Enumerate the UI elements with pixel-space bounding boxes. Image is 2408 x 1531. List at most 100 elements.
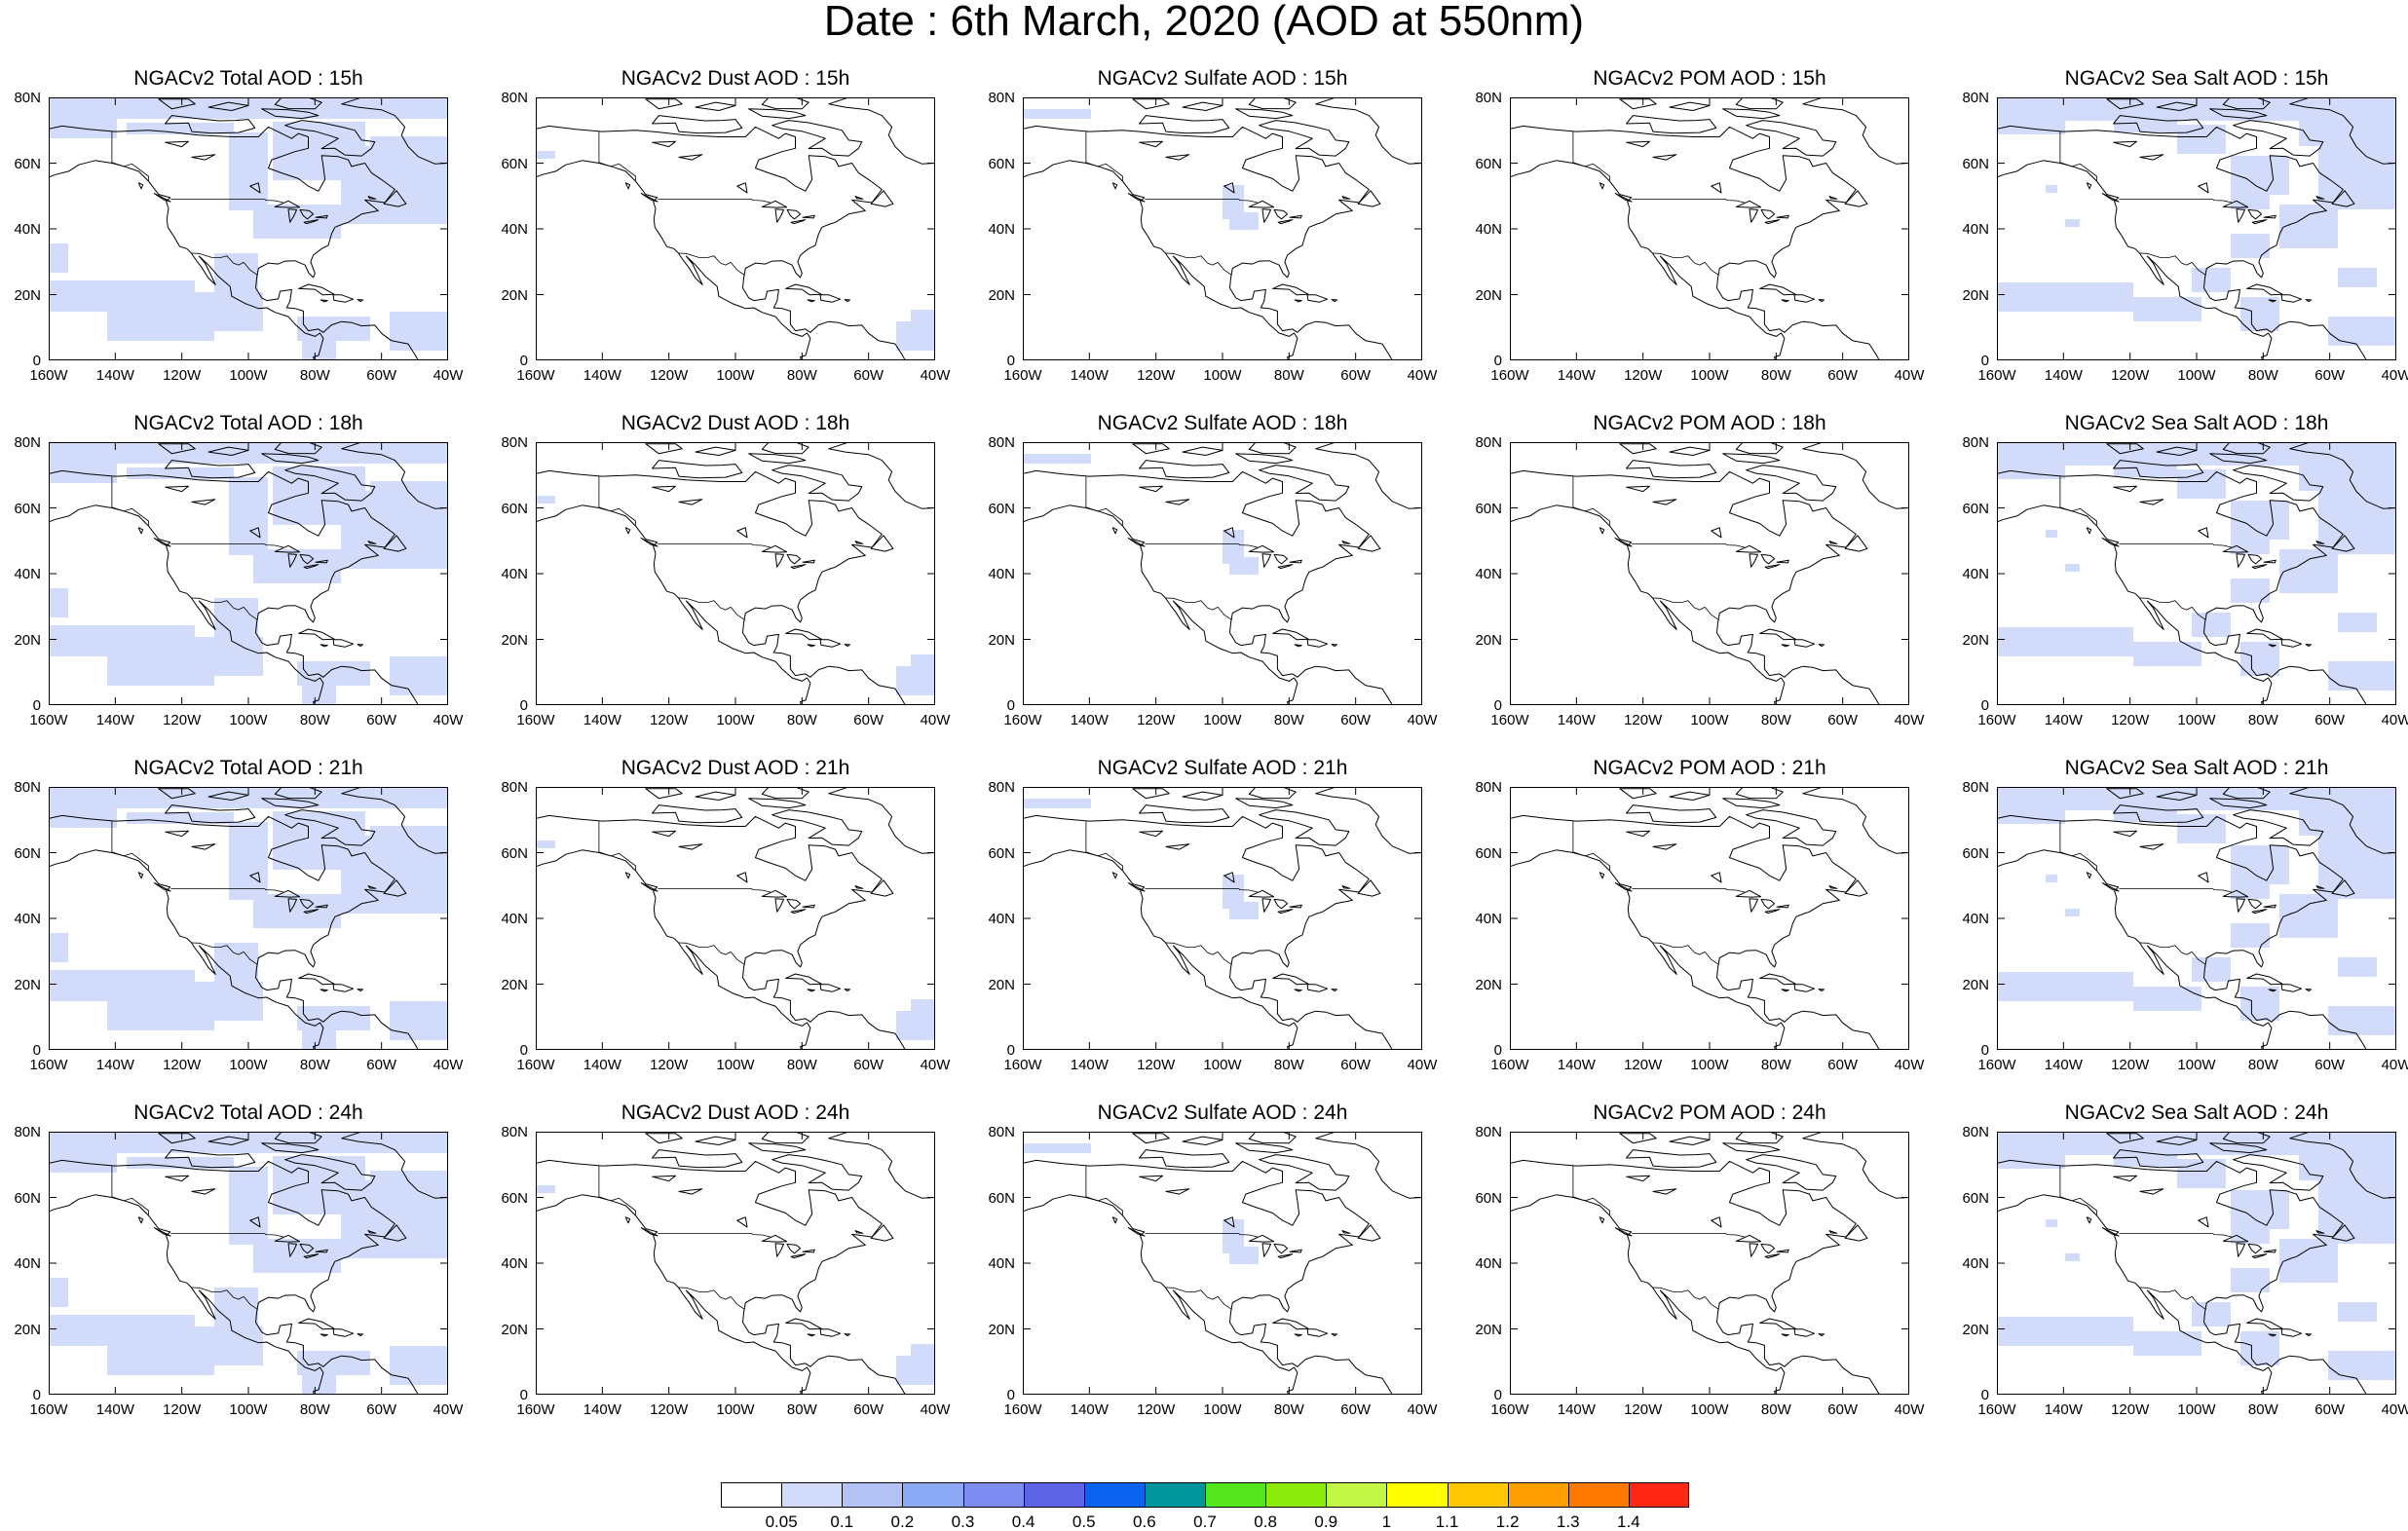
lat-tick-label: 0: [32, 1042, 41, 1059]
aod-cell: [49, 588, 68, 617]
coastline: [284, 120, 376, 157]
panel-title: NGACv2 Sea Salt AOD : 24h: [2064, 1102, 2329, 1124]
lat-tick-label: 0: [519, 353, 528, 369]
aod-cell: [1223, 530, 1244, 564]
lon-tick-label: 60W: [853, 367, 884, 384]
colorbar-swatch: [1205, 1482, 1266, 1508]
lon-tick-label: 40W: [1894, 1401, 1925, 1418]
panel-title: NGACv2 POM AOD : 24h: [1593, 1102, 1826, 1124]
country-border: [1652, 597, 1719, 620]
coastline: [299, 208, 315, 220]
lon-tick-label: 60W: [2314, 712, 2346, 728]
coastline: [2209, 453, 2268, 465]
coastline: [153, 882, 171, 892]
coastline: [274, 442, 322, 455]
coastline: [191, 1188, 216, 1195]
coastline: [284, 465, 376, 502]
coastline: [785, 973, 822, 986]
coastline: [1746, 1154, 1837, 1191]
lon-tick-label: 40W: [2381, 1057, 2408, 1073]
coastline: [357, 1333, 363, 1337]
map-frame: [1997, 97, 2396, 360]
aod-cell: [1023, 1143, 1091, 1153]
aod-cell: [1997, 972, 2133, 1001]
aod-cell: [2240, 297, 2279, 331]
coastline: [2209, 798, 2268, 809]
coastline: [357, 299, 363, 303]
coastline: [1341, 196, 1351, 200]
coastline: [1357, 190, 1381, 207]
map-panel-dust-15h: NGACv2 Dust AOD : 15h 80N 60N 40N 20N 0 160W 14…: [487, 58, 974, 384]
coastline: [1277, 219, 1294, 225]
coastline: [2289, 1132, 2396, 1199]
coastline: [1111, 872, 1118, 879]
colorbar-swatch: [781, 1482, 843, 1508]
coastline: [1652, 154, 1677, 161]
map-panel-dust-21h: NGACv2 Dust AOD : 21h 80N 60N 40N 20N 0 160W 14…: [487, 748, 974, 1073]
aod-cell: [107, 652, 214, 686]
aod-cell: [1242, 565, 1257, 575]
lon-tick-label: 140W: [95, 367, 134, 384]
coastline: [165, 804, 256, 824]
lon-tick-label: 140W: [2044, 712, 2083, 728]
lat-tick-label: 0: [1980, 1387, 1989, 1403]
lat-tick-label: 0: [1006, 697, 1015, 714]
coastline: [191, 843, 216, 850]
coastline: [315, 904, 328, 909]
lat-tick-label: 40N: [14, 1255, 41, 1272]
map-panel-dust-18h: NGACv2 Dust AOD : 18h 80N 60N 40N 20N 0 160W 14…: [487, 403, 974, 728]
coastline: [137, 1216, 144, 1224]
lon-tick-label: 80W: [299, 1057, 330, 1073]
coastline: [761, 442, 809, 455]
lon-tick-label: 160W: [29, 367, 68, 384]
lon-tick-label: 100W: [229, 1401, 268, 1418]
lon-tick-label: 120W: [163, 1057, 202, 1073]
coastline: [2209, 108, 2268, 120]
aod-cell: [2065, 909, 2080, 916]
country-border: [1652, 252, 1719, 276]
lat-tick-label: 60N: [1962, 500, 1989, 517]
country-border: [111, 821, 149, 871]
aod-cell: [2279, 894, 2338, 938]
panel-title: NGACv2 Dust AOD : 15h: [621, 67, 850, 90]
country-border: [658, 543, 771, 548]
colorbar-label: 0.6: [1133, 1512, 1156, 1531]
lat-tick-label: 40N: [1962, 566, 1989, 582]
coastline: [207, 446, 249, 456]
coastline: [287, 208, 297, 223]
lat-tick-label: 0: [1493, 697, 1502, 714]
lat-tick-label: 20N: [14, 631, 41, 649]
lat-tick-label: 60N: [501, 155, 528, 172]
coastline: [761, 1234, 788, 1243]
coastline: [761, 1132, 809, 1144]
aod-cell: [2046, 875, 2057, 882]
coastline: [1735, 787, 1784, 800]
lon-tick-label: 100W: [716, 1057, 755, 1073]
colorbar-swatch: [1628, 1482, 1689, 1508]
map-frame: [1023, 787, 1422, 1050]
coastline: [2209, 1142, 2268, 1154]
panel-title: NGACv2 Sea Salt AOD : 21h: [2064, 757, 2329, 779]
coastline: [1619, 788, 1657, 800]
colorbar-label: 1.2: [1495, 1512, 1520, 1531]
coastline: [854, 885, 864, 889]
coastline: [1139, 1175, 1163, 1182]
panel-title: NGACv2 Dust AOD : 21h: [621, 757, 850, 779]
coastline: [854, 1230, 864, 1234]
coastline: [1023, 125, 1393, 360]
lat-tick-label: 20N: [501, 286, 528, 304]
country-border: [2119, 888, 2232, 893]
lon-tick-label: 40W: [1407, 1057, 1438, 1073]
lat-tick-label: 80N: [988, 90, 1015, 106]
coastline: [158, 788, 196, 800]
coastline: [645, 788, 683, 800]
coastline: [1111, 182, 1118, 190]
aod-cell: [1223, 875, 1244, 909]
country-border: [1145, 199, 1258, 204]
coastline: [287, 898, 297, 913]
map-frame: [536, 1132, 935, 1395]
coastline: [165, 1175, 189, 1182]
aod-shading: [1997, 97, 2396, 346]
coastline: [299, 898, 315, 910]
lat-tick-label: 20N: [1962, 286, 1989, 304]
